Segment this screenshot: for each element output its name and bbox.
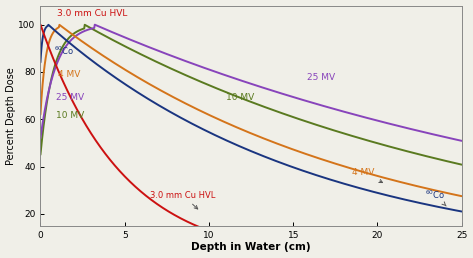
Text: 25 MV: 25 MV xyxy=(56,93,84,102)
Text: 3.0 mm Cu HVL: 3.0 mm Cu HVL xyxy=(57,9,128,18)
Text: 3.0 mm Cu HVL: 3.0 mm Cu HVL xyxy=(150,190,215,209)
Text: 4 MV: 4 MV xyxy=(58,70,80,79)
X-axis label: Depth in Water (cm): Depth in Water (cm) xyxy=(191,243,311,252)
Text: $^{60}$Co: $^{60}$Co xyxy=(425,189,446,206)
Text: 10 MV: 10 MV xyxy=(226,93,254,102)
Y-axis label: Percent Depth Dose: Percent Depth Dose xyxy=(6,67,16,165)
Text: $^{60}$Co: $^{60}$Co xyxy=(54,44,74,57)
Text: 10 MV: 10 MV xyxy=(56,111,84,120)
Text: 25 MV: 25 MV xyxy=(307,73,335,82)
Text: 4 MV: 4 MV xyxy=(352,168,383,183)
